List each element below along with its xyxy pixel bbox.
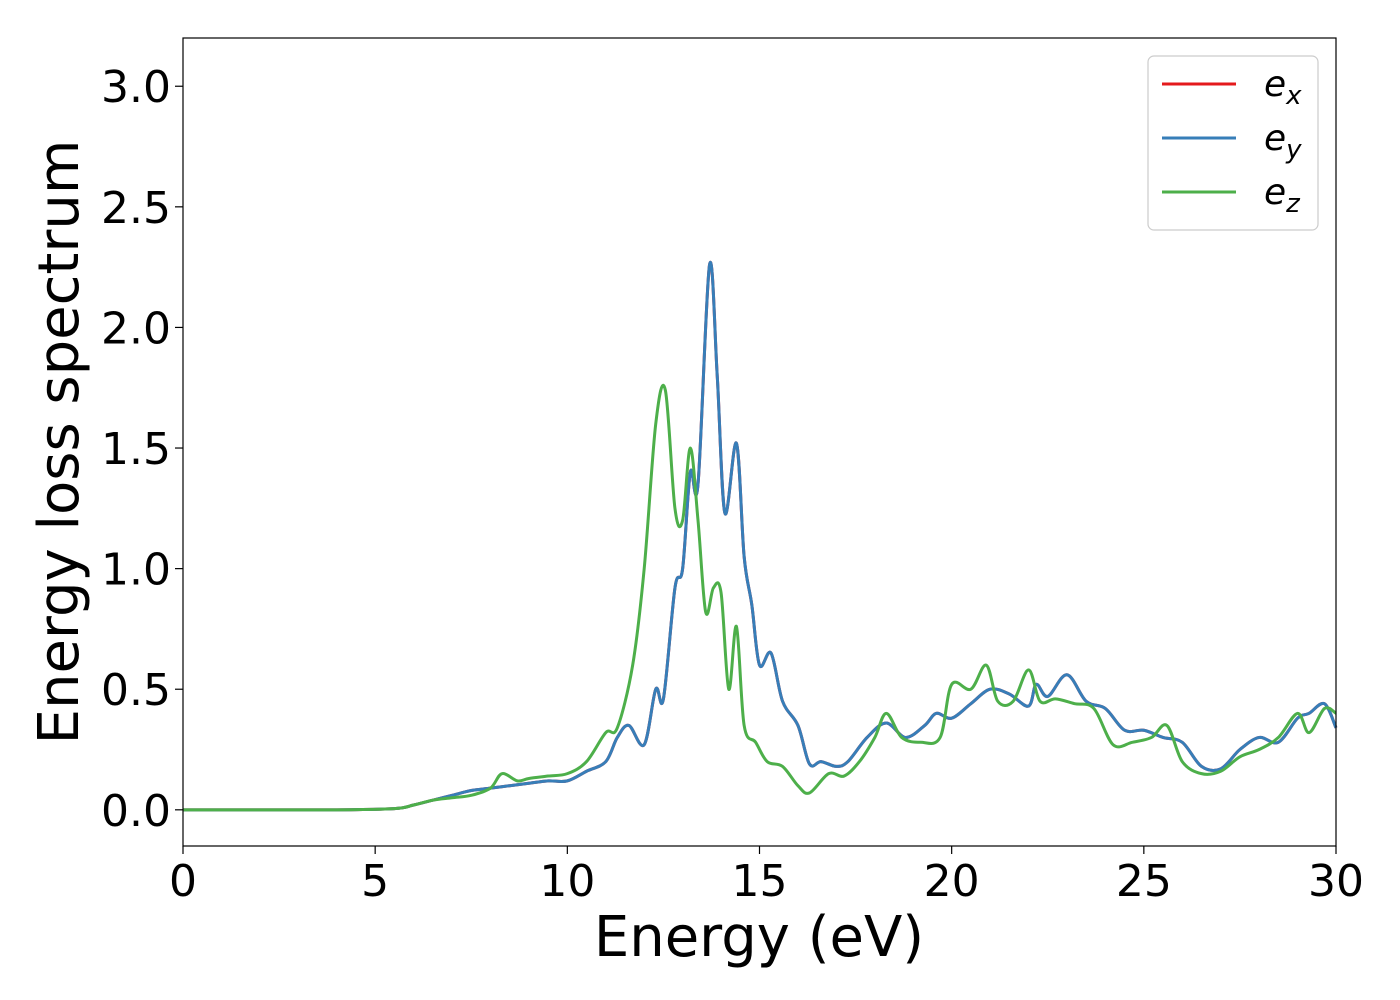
legend-label-y: ey <box>1264 118 1302 165</box>
legend-label-x: ex <box>1264 64 1302 111</box>
x-tick-label: 20 <box>924 856 980 907</box>
x-tick-label: 5 <box>361 856 389 907</box>
legend-box <box>1147 55 1319 231</box>
series-line-ez <box>183 383 1337 812</box>
y-tick-label: 3.0 <box>101 62 171 113</box>
y-tick-label: 1.0 <box>101 545 171 596</box>
x-axis-label: Energy (eV) <box>594 905 924 970</box>
x-tick-label: 25 <box>1116 856 1172 907</box>
y-axis-label: Energy loss spectrum <box>27 140 92 745</box>
x-tick-label: 15 <box>732 856 788 907</box>
y-tick-label: 2.0 <box>101 303 171 354</box>
legend: ex ey ez <box>1147 55 1319 231</box>
x-axis: 0 5 10 15 20 25 30 <box>169 846 1364 907</box>
legend-label-z: ez <box>1264 172 1301 219</box>
y-tick-label: 2.5 <box>101 183 171 234</box>
x-tick-label: 10 <box>539 856 595 907</box>
y-tick-label: 1.5 <box>101 424 171 475</box>
series-layer <box>183 260 1338 812</box>
plot-background <box>183 38 1336 846</box>
y-axis: 0.0 0.5 1.0 1.5 2.0 2.5 3.0 <box>101 62 183 837</box>
x-tick-label: 0 <box>169 856 197 907</box>
y-tick-label: 0.0 <box>101 786 171 837</box>
y-tick-label: 0.5 <box>101 665 171 716</box>
x-tick-label: 30 <box>1308 856 1364 907</box>
series-line-ey <box>183 260 1338 812</box>
